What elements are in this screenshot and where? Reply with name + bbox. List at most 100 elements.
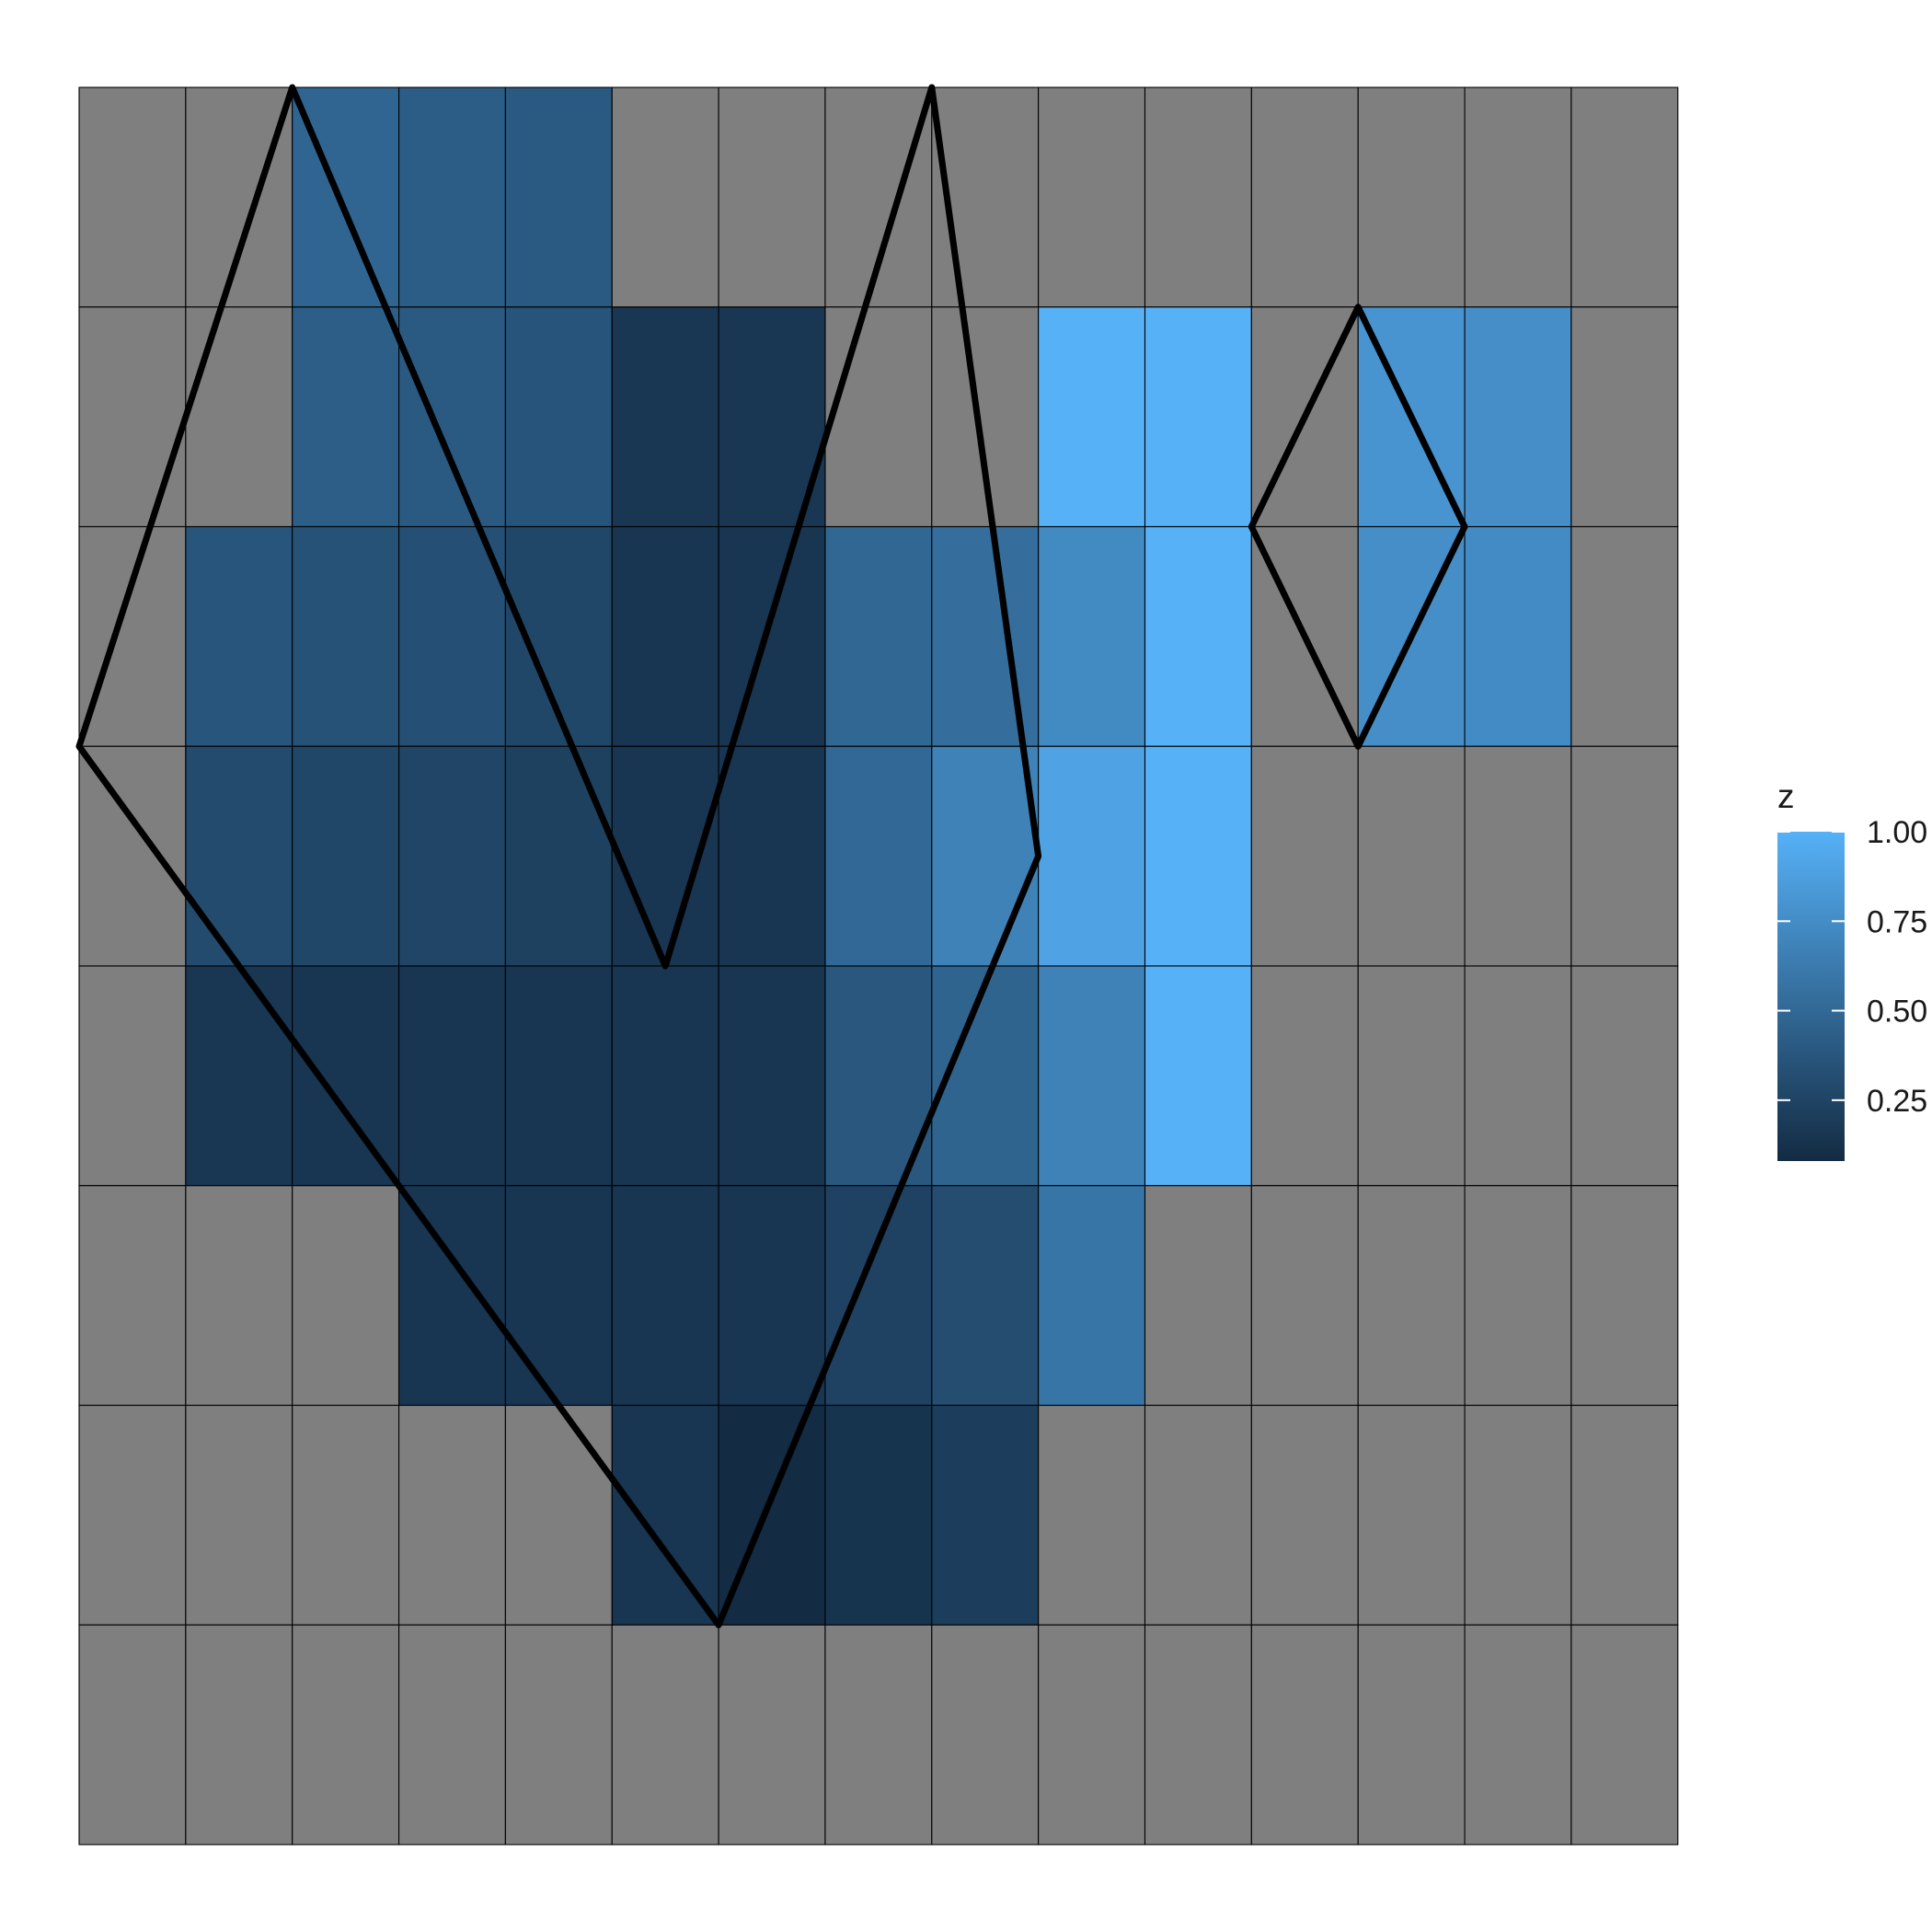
tile-na <box>1570 1624 1679 1846</box>
tile-na <box>1250 86 1359 308</box>
tile <box>1038 965 1146 1187</box>
tile-na <box>185 1404 293 1626</box>
tile-na <box>78 1624 187 1846</box>
tile <box>718 525 826 747</box>
tile <box>1038 306 1146 528</box>
tile-na <box>397 1404 506 1626</box>
tile <box>504 306 613 528</box>
tile-na <box>1357 965 1466 1187</box>
tile-na <box>397 1624 506 1846</box>
tile-na <box>1570 525 1679 747</box>
tile-na <box>78 306 187 528</box>
tile <box>611 306 719 528</box>
tile <box>397 306 506 528</box>
tile-na <box>78 965 187 1187</box>
tile-na <box>1570 1404 1679 1626</box>
tile-na <box>185 86 293 308</box>
tile-na <box>1357 1185 1466 1407</box>
tile-na <box>1464 1624 1572 1846</box>
tile <box>718 745 826 967</box>
tile-na <box>78 745 187 967</box>
tile <box>292 525 400 747</box>
tile <box>611 1404 719 1626</box>
tile <box>292 745 400 967</box>
colorbar-legend: z 0.25 0.50 0.75 1.00 <box>1777 777 1927 1161</box>
tile-na <box>1570 745 1679 967</box>
tile-na <box>292 1404 400 1626</box>
tile-na <box>1464 1404 1572 1626</box>
legend-title: z <box>1777 777 1795 815</box>
colorbar <box>1777 832 1845 1161</box>
tile-na <box>78 1185 187 1407</box>
tile-na <box>1250 745 1359 967</box>
tile-na <box>1570 306 1679 528</box>
tile-na <box>1464 745 1572 967</box>
tile-na <box>504 1404 613 1626</box>
tile-na <box>78 86 187 308</box>
tile-na <box>1144 86 1252 308</box>
tile-na <box>1250 1404 1359 1626</box>
tile <box>824 1404 933 1626</box>
tile <box>397 965 506 1187</box>
tile-na <box>931 1624 1040 1846</box>
tile-na <box>1038 1624 1146 1846</box>
tile <box>1464 306 1572 528</box>
tile-na <box>1038 1404 1146 1626</box>
outline-polygon <box>1248 304 1468 750</box>
tile <box>824 745 933 967</box>
tile-na <box>1570 965 1679 1187</box>
tile <box>504 745 613 967</box>
tile <box>718 1185 826 1407</box>
tile-na <box>1357 745 1466 967</box>
tile-na <box>185 1185 293 1407</box>
outline-polygon <box>75 84 1042 1628</box>
tile <box>611 745 719 967</box>
tile-na <box>1250 1185 1359 1407</box>
tile-na <box>504 1624 613 1846</box>
tile <box>185 525 293 747</box>
tile-na <box>824 1624 933 1846</box>
tile-na <box>292 1624 400 1846</box>
colorbar-tick-label: 0.50 <box>1867 995 1927 1029</box>
tile-na <box>1357 86 1466 308</box>
tile-na <box>185 306 293 528</box>
tile-na <box>78 525 187 747</box>
tile-na <box>1464 965 1572 1187</box>
tile <box>1144 745 1252 967</box>
tile-na <box>1250 1624 1359 1846</box>
tile <box>931 1404 1040 1626</box>
tile-na <box>1038 86 1146 308</box>
colorbar-tick-label: 0.25 <box>1867 1084 1927 1119</box>
tile <box>931 1185 1040 1407</box>
tile <box>1144 965 1252 1187</box>
tile <box>397 1185 506 1407</box>
tile <box>611 965 719 1187</box>
tile <box>504 86 613 308</box>
colorbar-tick-label: 0.75 <box>1867 904 1927 939</box>
tile-na <box>185 1624 293 1846</box>
tile <box>931 525 1040 747</box>
tile-na <box>1144 1185 1252 1407</box>
tile-na <box>292 1185 400 1407</box>
tile <box>1144 306 1252 528</box>
tile <box>185 965 293 1187</box>
tile <box>504 965 613 1187</box>
tile <box>292 306 400 528</box>
tile-na <box>1144 1404 1252 1626</box>
tile-na <box>1357 1624 1466 1846</box>
tile <box>1144 525 1252 747</box>
tile <box>504 1185 613 1407</box>
tile-na <box>78 1404 187 1626</box>
tile-na <box>1464 86 1572 308</box>
tile <box>397 745 506 967</box>
tile <box>824 525 933 747</box>
tile <box>611 1185 719 1407</box>
tile <box>1038 525 1146 747</box>
tile-na <box>1357 1404 1466 1626</box>
tile-na <box>611 1624 719 1846</box>
tile <box>292 965 400 1187</box>
tile-na <box>718 86 826 308</box>
tile-na <box>1570 1185 1679 1407</box>
tile-na <box>1144 1624 1252 1846</box>
tile-na <box>1464 1185 1572 1407</box>
